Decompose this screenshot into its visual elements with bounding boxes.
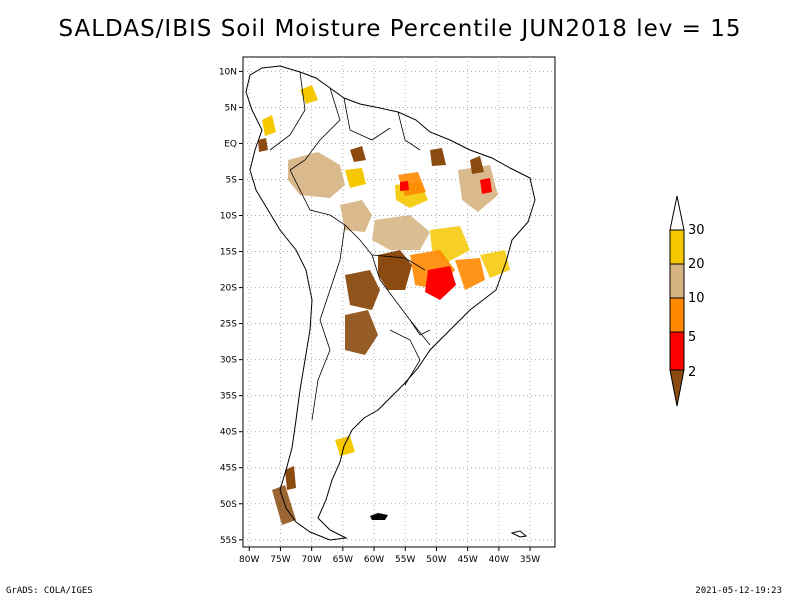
- legend-bottom-arrow: [669, 369, 685, 407]
- continent-outline: [245, 65, 536, 541]
- lat-tick-label: 50S: [220, 500, 237, 510]
- color-legend: 30 20 10 5 2: [669, 195, 705, 407]
- tan-patch-amazon: [288, 152, 345, 198]
- legend-bin-10-5: [669, 297, 685, 333]
- longitude-labels: 80W 75W 70W 65W 60W 55W 50W 45W 40W 35W: [239, 555, 540, 565]
- lat-tick-label: 25S: [220, 320, 237, 330]
- lon-tick-label: 50W: [426, 555, 446, 565]
- yellow-patch-4: [345, 168, 366, 188]
- legend-label-2: 2: [688, 365, 696, 380]
- latitude-labels: 10N 5N EQ 5S 10S 15S 20S 25S 30S 35S 40S 45S 50S 55S: [219, 67, 237, 545]
- orange-patch-3: [455, 258, 485, 290]
- brown-patch-chile: [272, 485, 296, 525]
- lon-tick-label: 35W: [520, 555, 540, 565]
- tan-patch-northeast: [458, 165, 498, 212]
- red-patch-3: [480, 178, 492, 194]
- lon-tick-label: 60W: [364, 555, 384, 565]
- country-borders: [269, 71, 431, 421]
- lat-tick-label: 10S: [220, 212, 237, 222]
- legend-bin-30-20: [669, 229, 685, 265]
- lat-tick-label: 15S: [220, 248, 237, 258]
- brown-patch-north-2: [430, 148, 446, 166]
- yellow-patch-north: [300, 85, 318, 104]
- brown-patch-northeast: [470, 156, 484, 174]
- lat-tick-label: 35S: [220, 392, 237, 402]
- lat-tick-label: 55S: [220, 536, 237, 546]
- tan-patch-brazil: [372, 215, 430, 250]
- brown-patch-pantanal: [378, 250, 412, 290]
- tick-marks: [239, 70, 531, 551]
- lat-tick-label: 20S: [220, 284, 237, 294]
- map-title: SALDAS/IBIS Soil Moisture Percentile JUN…: [58, 16, 742, 42]
- lat-tick-label: EQ: [224, 139, 237, 149]
- legend-bin-5-2: [669, 331, 685, 371]
- legend-label-5: 5: [688, 330, 696, 345]
- lat-tick-label: 5S: [226, 176, 238, 186]
- tan-patch-central: [340, 200, 372, 232]
- legend-label-30: 30: [688, 223, 705, 238]
- lon-tick-label: 45W: [457, 555, 477, 565]
- brown-patch-west: [258, 138, 268, 152]
- lon-tick-label: 55W: [395, 555, 415, 565]
- lat-tick-label: 30S: [220, 356, 237, 366]
- lat-tick-label: 10N: [219, 67, 237, 77]
- legend-label-10: 10: [688, 291, 705, 306]
- legend-bin-20-10: [669, 263, 685, 299]
- brown-patch-chaco: [345, 270, 380, 310]
- lon-tick-label: 70W: [301, 555, 321, 565]
- footer-timestamp: 2021-05-12-19:23: [695, 586, 782, 596]
- yellow-patch-2: [262, 115, 276, 136]
- lon-tick-label: 65W: [333, 555, 353, 565]
- lat-tick-label: 40S: [220, 428, 237, 438]
- brown-patch-argentina: [345, 310, 378, 355]
- lat-tick-label: 5N: [225, 103, 237, 113]
- lon-tick-label: 40W: [489, 555, 509, 565]
- footer-credit: GrADS: COLA/IGES: [6, 586, 93, 596]
- map-frame: [242, 56, 556, 548]
- south-georgia: [510, 530, 528, 538]
- percentile-shading: [258, 85, 510, 525]
- brown-patch-north-1: [350, 146, 366, 162]
- falkland-islands: [370, 513, 388, 520]
- red-patch-2: [400, 181, 409, 191]
- lon-tick-label: 80W: [239, 555, 259, 565]
- lat-tick-label: 45S: [220, 464, 237, 474]
- legend-label-20: 20: [688, 257, 705, 272]
- red-patch-1: [425, 266, 456, 300]
- legend-top-arrow: [669, 195, 685, 231]
- brown-patch-south: [285, 466, 296, 490]
- lon-tick-label: 75W: [270, 555, 290, 565]
- yellow-patch-patagonia: [335, 436, 355, 456]
- grid-lines: [243, 57, 555, 547]
